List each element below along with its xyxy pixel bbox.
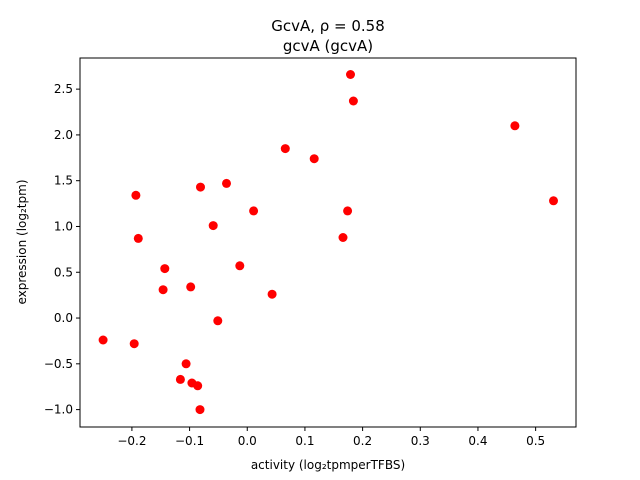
x-tick-label: 0.2	[353, 434, 372, 448]
x-tick-label: 0.0	[238, 434, 257, 448]
y-tick-label: −1.0	[44, 403, 73, 417]
x-axis-ticks: −0.2 −0.1 0.0 0.1 0.2 0.3 0.4 0.5	[117, 427, 545, 448]
data-point	[129, 339, 139, 349]
y-tick-label: 0.5	[54, 265, 73, 279]
y-tick-label: 2.5	[54, 82, 73, 96]
data-point	[133, 233, 143, 243]
data-point	[267, 289, 277, 299]
data-point	[549, 196, 558, 206]
y-tick-label: 0.0	[54, 311, 73, 325]
plot-frame	[79, 57, 577, 428]
data-point	[175, 374, 185, 384]
chart-title: GcvA, ρ = 0.58	[271, 17, 385, 35]
data-point	[186, 282, 196, 292]
data-point	[346, 70, 355, 79]
data-point	[195, 405, 205, 415]
data-point	[235, 261, 245, 271]
data-point	[280, 144, 290, 154]
x-tick-label: 0.1	[295, 434, 314, 448]
data-point	[510, 121, 520, 131]
data-point	[338, 233, 348, 242]
data-point	[348, 96, 358, 106]
data-point	[158, 285, 168, 295]
data-point	[249, 206, 259, 216]
x-tick-label: −0.1	[175, 434, 204, 448]
data-point	[343, 206, 353, 216]
data-point	[196, 182, 205, 192]
data-point	[193, 381, 203, 391]
data-point	[222, 178, 231, 188]
y-axis-ticks: −1.0 −0.5 0.0 0.5 1.0 1.5 2.0 2.5	[44, 82, 80, 417]
chart-subtitle: gcvA (gcvA)	[283, 37, 373, 55]
data-point	[98, 335, 108, 345]
data-point	[309, 154, 319, 164]
y-tick-label: 2.0	[54, 128, 73, 142]
y-tick-label: −0.5	[44, 357, 73, 371]
data-point	[213, 316, 223, 326]
data-point	[208, 221, 218, 231]
y-tick-label: 1.5	[54, 174, 73, 188]
x-tick-label: 0.3	[411, 434, 430, 448]
data-point	[181, 359, 191, 369]
y-axis-label: expression (log₂tpm)	[15, 179, 29, 304]
x-tick-label: 0.5	[526, 434, 545, 448]
x-tick-label: 0.4	[468, 434, 487, 448]
x-axis-label: activity (log₂tpmperTFBS)	[251, 458, 405, 472]
x-tick-label: −0.2	[117, 434, 146, 448]
data-points	[98, 70, 558, 415]
data-point	[160, 264, 170, 274]
y-tick-label: 1.0	[54, 219, 73, 233]
data-point	[131, 190, 141, 200]
